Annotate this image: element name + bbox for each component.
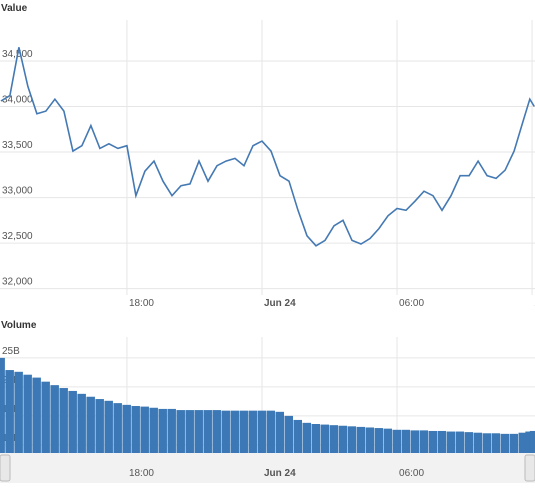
x-tick-label: 06:00 (399, 468, 424, 479)
bar (185, 410, 194, 453)
bar (275, 411, 284, 453)
bar (86, 396, 95, 453)
bar (446, 431, 456, 453)
x-tick-label: Jun 24 (264, 468, 296, 479)
bar (77, 393, 86, 453)
navigator (0, 453, 535, 483)
bar (158, 408, 167, 453)
chart-title: Value (1, 3, 28, 14)
chart-title: Volume (1, 320, 37, 331)
bar (518, 432, 528, 453)
bar (113, 403, 122, 453)
bar (122, 404, 131, 453)
bar (374, 428, 384, 453)
bar (455, 431, 465, 453)
bar (320, 424, 330, 453)
x-tick-label: 18:00 (129, 298, 154, 309)
bar (464, 432, 474, 453)
bar (23, 374, 32, 453)
bar (401, 429, 411, 453)
bar (284, 415, 293, 453)
bar (473, 432, 483, 453)
bar (212, 410, 221, 453)
y-tick-label: 33,000 (2, 186, 33, 197)
bar (239, 410, 248, 453)
navigator-handle[interactable] (524, 454, 535, 482)
bar (131, 406, 140, 453)
bar (50, 385, 59, 453)
bar (167, 408, 176, 453)
bar (230, 410, 239, 453)
bar (194, 410, 203, 453)
bar (257, 410, 266, 453)
y-tick-label: 34,000 (2, 95, 33, 106)
bar (302, 422, 312, 453)
line (0, 47, 535, 247)
bar (5, 370, 14, 453)
bar (14, 371, 23, 453)
bar (104, 400, 113, 453)
bar (266, 410, 275, 453)
bar (419, 430, 429, 453)
bar (482, 433, 492, 453)
bar (59, 388, 68, 453)
bar (203, 410, 212, 453)
bar (365, 427, 375, 453)
bar (500, 433, 510, 453)
bar (329, 425, 339, 453)
bar (437, 430, 447, 453)
bar (32, 377, 41, 453)
bar (293, 419, 302, 453)
bar (248, 410, 257, 453)
bar (509, 433, 519, 453)
bar (392, 429, 402, 453)
bar (95, 399, 104, 453)
bar (529, 430, 535, 453)
y-tick-label: 32,000 (2, 277, 33, 288)
navigator-handle[interactable] (0, 454, 11, 482)
bar (428, 430, 438, 453)
bar (491, 433, 501, 453)
bar (176, 410, 185, 453)
bar (221, 410, 230, 453)
bar (149, 407, 158, 453)
bar (525, 431, 534, 453)
bar (68, 390, 77, 453)
bar (383, 428, 393, 453)
x-tick-label: 18:00 (129, 468, 154, 479)
bar (356, 426, 366, 453)
bar (338, 425, 348, 453)
bar (347, 426, 357, 453)
bar (0, 357, 5, 453)
y-tick-label: 33,500 (2, 140, 33, 151)
y-tick-label: 25B (2, 346, 20, 357)
y-tick-label: 32,500 (2, 231, 33, 242)
bar (311, 424, 321, 453)
bar (410, 430, 420, 453)
x-tick-label: 06:00 (399, 298, 424, 309)
bar (41, 381, 50, 453)
x-tick-label: Jun 24 (264, 298, 296, 309)
bar (140, 406, 149, 453)
